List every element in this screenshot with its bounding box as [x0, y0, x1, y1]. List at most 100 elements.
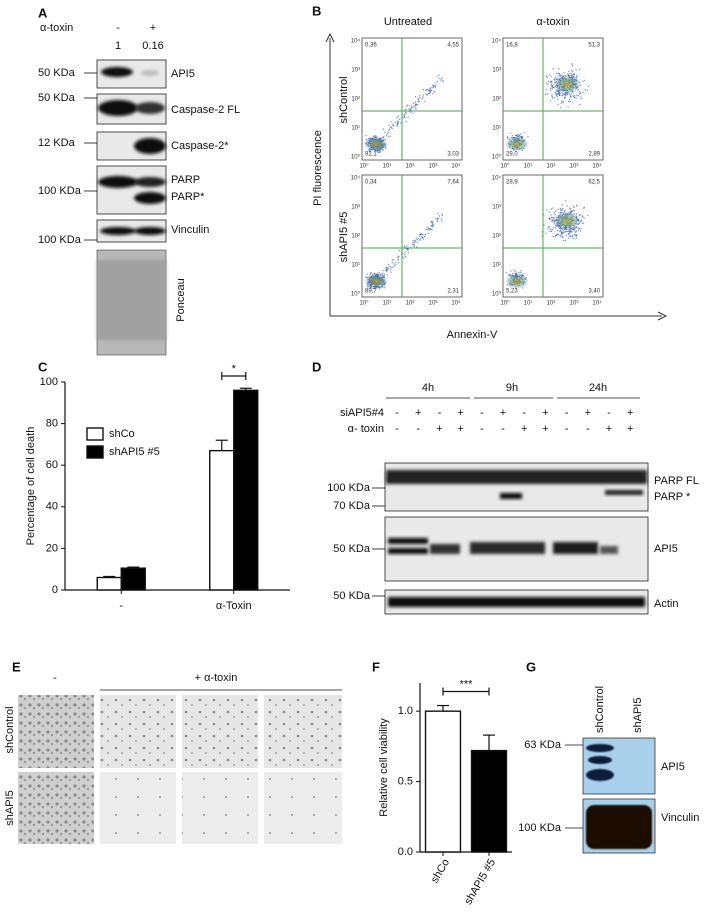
flow-event [520, 270, 522, 272]
lane-sign: - [522, 407, 526, 419]
flow-event [399, 122, 402, 124]
protein-label: Vinculin [171, 224, 209, 236]
flow-event [572, 70, 574, 73]
flow-event [424, 233, 427, 236]
flow-event [587, 214, 589, 216]
flow-event [425, 228, 427, 231]
flow-event [557, 229, 559, 232]
quadrant-value: 7,64 [447, 180, 459, 186]
marker-label: 50 KDa [333, 590, 371, 602]
axis-tick-label: 10¹ [492, 126, 501, 132]
flow-event [573, 205, 575, 207]
flow-event [546, 93, 549, 95]
treatment-label: α-toxin [40, 22, 73, 34]
flow-event [396, 125, 398, 127]
flow-event [523, 132, 525, 134]
axis-tick-label: 10⁰ [351, 291, 361, 298]
flow-event [429, 89, 431, 92]
flow-event [558, 94, 561, 96]
axis-tick-label: 10³ [429, 301, 438, 307]
axis-tick-label: 10² [351, 234, 360, 240]
flow-event [519, 271, 522, 274]
band [586, 744, 614, 752]
flow-event [386, 266, 388, 269]
marker-label: 100 KDa [38, 185, 82, 197]
flow-event [369, 151, 371, 153]
flow-event [424, 101, 426, 103]
flow-event [419, 239, 421, 241]
axis-tick-label: 10⁰ [500, 300, 510, 307]
density-core [364, 136, 388, 152]
flow-event [405, 120, 408, 123]
flow-event [561, 204, 563, 206]
flow-event [555, 234, 557, 237]
flow-event [437, 218, 439, 220]
axis-tick-label: 10³ [429, 164, 438, 170]
axis-tick-label: 10² [547, 164, 556, 170]
flow-event [432, 85, 435, 87]
bar [96, 576, 122, 591]
flow-event [412, 112, 414, 115]
band [430, 544, 460, 554]
flow-event [575, 69, 577, 71]
flow-event [579, 103, 581, 106]
quadrant-value: 2,89 [588, 152, 600, 158]
lane-sign: + [627, 407, 633, 419]
flow-event [558, 92, 560, 94]
flow-event [438, 215, 441, 217]
marker-label: 50 KDa [333, 543, 371, 555]
flow-event [550, 230, 553, 232]
protein-label: Vinculin [661, 812, 699, 824]
lane-sign: + [521, 423, 527, 435]
flow-event [563, 239, 565, 242]
flow-event [437, 220, 439, 222]
marker-label: 70 KDa [333, 500, 371, 512]
flow-event [413, 243, 415, 245]
flow-event [385, 269, 388, 271]
bar [424, 710, 462, 853]
axis-tick-label: 10³ [570, 301, 579, 307]
band [134, 138, 166, 154]
flow-event [421, 97, 424, 100]
flow-event [580, 97, 582, 100]
flow-event [435, 83, 437, 85]
flow-event [387, 268, 389, 270]
flow-event [518, 134, 520, 136]
axis-tick-label: 10⁰ [359, 163, 369, 170]
lane-sign: + [542, 407, 548, 419]
axis-tick-label: 10¹ [524, 164, 533, 170]
flow-event [419, 233, 422, 236]
flow-event [565, 234, 568, 236]
flow-event [417, 100, 419, 103]
flow-event [578, 214, 581, 217]
flow-event [574, 234, 576, 236]
flow-event [566, 93, 569, 96]
band [101, 67, 133, 77]
flow-event [527, 136, 529, 138]
flow-event [549, 81, 551, 83]
bar [209, 449, 235, 591]
flow-event [431, 228, 433, 230]
flow-event [568, 98, 571, 101]
flow-event [416, 239, 419, 241]
flow-event [406, 105, 408, 107]
flow-event [575, 231, 577, 233]
protein-label: Caspase-2 FL [171, 104, 240, 116]
band [98, 100, 138, 116]
protein-label: PARP * [654, 491, 691, 503]
flow-event [419, 95, 421, 97]
condition-label: - [53, 672, 57, 684]
flow-event [575, 230, 578, 232]
flow-event [587, 85, 590, 88]
flow-event [413, 106, 415, 108]
flow-event [562, 230, 565, 232]
flow-event [407, 104, 409, 106]
micrograph [182, 772, 258, 844]
flow-event [438, 74, 440, 76]
flow-event [387, 130, 390, 132]
lane-sign: - [586, 423, 590, 435]
flow-event [569, 232, 571, 234]
flow-event [572, 210, 574, 212]
flow-event [557, 72, 559, 74]
timepoint: 4h [422, 382, 434, 394]
